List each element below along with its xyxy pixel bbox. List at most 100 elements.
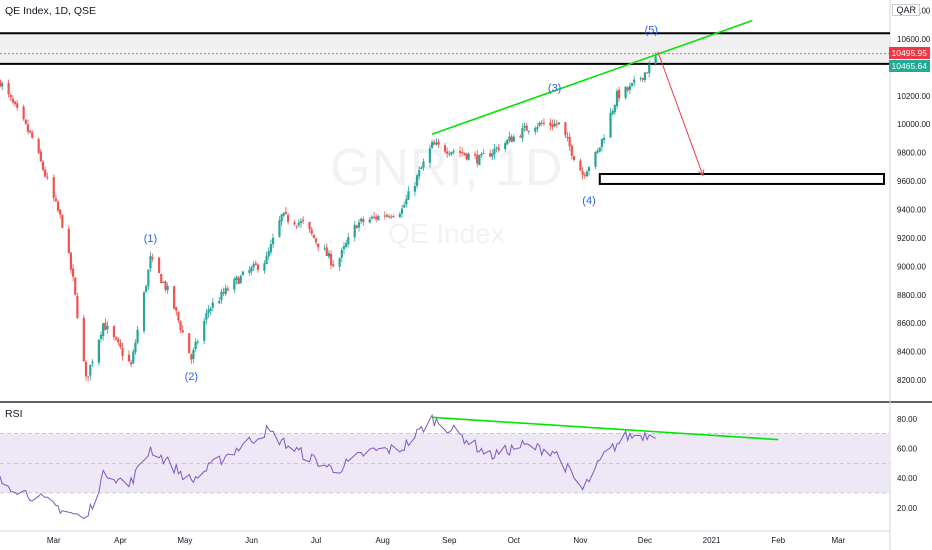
candle-body	[639, 78, 642, 80]
candle-body	[523, 126, 526, 128]
currency-badge[interactable]: QAR	[892, 4, 920, 16]
candle-body	[405, 199, 408, 205]
candle-body	[525, 125, 528, 131]
candle-body	[643, 72, 647, 80]
candle-body	[142, 292, 146, 332]
candle-body	[415, 175, 419, 186]
time-tick-label: 2021	[703, 536, 721, 545]
candle-body	[467, 153, 470, 160]
price-tick-label: 8800.00	[897, 291, 926, 300]
candle-body	[437, 141, 440, 145]
candle-body	[74, 277, 77, 295]
candle-body	[403, 205, 406, 208]
candle-body	[235, 276, 238, 280]
candle-body	[596, 150, 599, 153]
candle-body	[314, 238, 318, 243]
candle-body	[372, 216, 376, 218]
price-trendline	[431, 19, 753, 135]
candle-body	[293, 222, 296, 225]
candle-body	[76, 296, 79, 318]
candle-body	[13, 101, 17, 104]
candle-body	[340, 249, 343, 258]
candle-body	[280, 214, 283, 222]
candle-body	[521, 128, 524, 139]
candle-body	[9, 94, 12, 98]
candle-body	[353, 224, 356, 238]
candle-body	[495, 147, 498, 149]
candle-body	[355, 225, 358, 229]
candle-body	[82, 318, 85, 362]
candle-body	[151, 257, 154, 259]
price-tick-label: 9600.00	[897, 177, 926, 186]
candle-body	[209, 308, 212, 311]
candle-body	[145, 285, 148, 292]
candle-body	[233, 278, 236, 290]
candle-body	[207, 309, 210, 314]
candle-body	[224, 287, 227, 295]
price-tick-label: 9800.00	[897, 149, 926, 158]
candle-body	[609, 112, 612, 138]
candle-body	[181, 330, 184, 333]
candle-body	[269, 244, 272, 253]
candle-body	[302, 219, 305, 222]
candle-body	[641, 77, 644, 80]
candle-body	[114, 337, 118, 340]
candle-body	[177, 312, 180, 321]
candle-body	[504, 143, 507, 149]
candle-body	[241, 271, 245, 276]
candle-body	[71, 268, 75, 277]
candle-body	[194, 341, 197, 349]
candle-body	[222, 291, 225, 294]
time-tick-label: May	[177, 536, 192, 545]
wave-label: (2)	[185, 371, 198, 383]
candle-body	[22, 106, 25, 120]
candle-body	[56, 201, 60, 211]
candle-body	[497, 147, 500, 151]
rsi-panel-title: RSI	[5, 408, 23, 420]
candle-body	[570, 145, 573, 156]
candle-body	[420, 167, 423, 169]
candle-body	[226, 288, 229, 291]
candle-body	[179, 321, 182, 331]
price-tick-label: 10000.00	[897, 120, 931, 129]
candle-body	[568, 137, 571, 147]
candle-body	[478, 155, 481, 165]
candle-body	[117, 338, 120, 343]
candle-body	[91, 361, 94, 364]
candle-body	[342, 246, 346, 250]
candle-body	[46, 176, 49, 178]
candle-body	[160, 273, 163, 284]
candle-body	[480, 153, 483, 156]
candle-body	[611, 110, 614, 114]
candle-body	[327, 252, 331, 257]
candles-group	[0, 52, 657, 382]
candle-body	[422, 161, 425, 168]
candle-body	[59, 209, 62, 215]
candle-body	[147, 269, 150, 287]
candle-body	[489, 153, 492, 157]
candle-body	[375, 216, 378, 220]
candle-body	[192, 349, 195, 359]
candle-body	[312, 234, 315, 239]
candle-body	[538, 122, 541, 126]
wave-label: (1)	[144, 233, 157, 245]
projection-arrow-line	[657, 51, 704, 176]
candle-body	[28, 130, 32, 133]
candle-body	[203, 320, 206, 342]
candle-body	[119, 342, 122, 348]
candle-body	[97, 339, 100, 363]
time-tick-label: Jul	[311, 536, 321, 545]
time-tick-label: Mar	[47, 536, 61, 545]
candle-body	[332, 264, 335, 267]
time-tick-label: Dec	[638, 536, 652, 545]
candle-body	[325, 247, 328, 256]
candle-body	[435, 142, 438, 145]
candle-body	[633, 79, 636, 83]
candle-body	[428, 148, 432, 163]
candle-body	[618, 89, 621, 99]
candle-body	[357, 222, 361, 228]
candle-body	[37, 139, 40, 153]
candle-body	[594, 151, 597, 167]
candle-body	[534, 128, 537, 132]
